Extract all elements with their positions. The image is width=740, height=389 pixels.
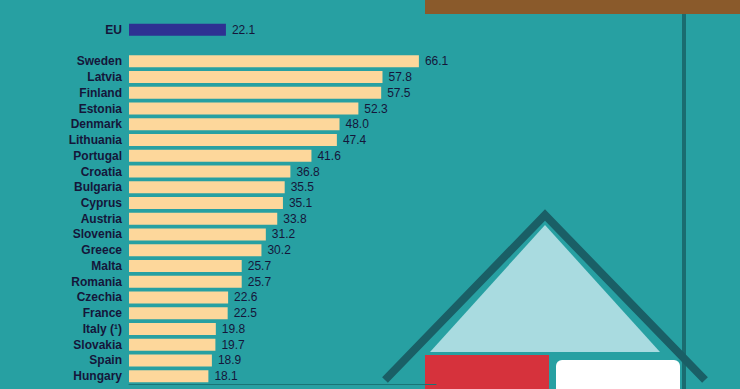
svg-text:22.1: 22.1 bbox=[232, 23, 256, 37]
svg-text:Slovakia: Slovakia bbox=[73, 338, 122, 352]
svg-text:Estonia: Estonia bbox=[79, 102, 123, 116]
svg-text:EU: EU bbox=[105, 23, 122, 37]
svg-text:57.5: 57.5 bbox=[387, 86, 411, 100]
svg-text:31.2: 31.2 bbox=[272, 227, 296, 241]
svg-text:Croatia: Croatia bbox=[81, 165, 123, 179]
svg-text:47.4: 47.4 bbox=[343, 133, 367, 147]
svg-text:Italy (¹): Italy (¹) bbox=[83, 322, 122, 336]
svg-text:France: France bbox=[83, 306, 123, 320]
svg-text:Lithuania: Lithuania bbox=[69, 133, 123, 147]
svg-text:36.8: 36.8 bbox=[296, 165, 320, 179]
svg-text:Sweden: Sweden bbox=[77, 54, 122, 68]
svg-text:18.9: 18.9 bbox=[218, 353, 242, 367]
svg-text:22.5: 22.5 bbox=[234, 306, 258, 320]
svg-text:57.8: 57.8 bbox=[388, 70, 412, 84]
svg-text:33.8: 33.8 bbox=[283, 212, 307, 226]
svg-text:30.2: 30.2 bbox=[267, 243, 291, 257]
svg-text:Finland: Finland bbox=[79, 86, 122, 100]
svg-text:18.1: 18.1 bbox=[214, 369, 238, 383]
svg-text:Denmark: Denmark bbox=[71, 117, 123, 131]
svg-text:Romania: Romania bbox=[71, 275, 122, 289]
svg-text:Portugal: Portugal bbox=[73, 149, 122, 163]
svg-text:Slovenia: Slovenia bbox=[73, 227, 123, 241]
svg-text:Malta: Malta bbox=[91, 259, 122, 273]
svg-text:52.3: 52.3 bbox=[364, 102, 388, 116]
svg-text:Latvia: Latvia bbox=[87, 70, 122, 84]
svg-text:41.6: 41.6 bbox=[317, 149, 341, 163]
svg-text:25.7: 25.7 bbox=[248, 275, 272, 289]
svg-text:Austria: Austria bbox=[81, 212, 123, 226]
svg-text:Greece: Greece bbox=[81, 243, 122, 257]
svg-text:Cyprus: Cyprus bbox=[81, 196, 123, 210]
svg-text:25.7: 25.7 bbox=[248, 259, 272, 273]
svg-text:35.5: 35.5 bbox=[291, 180, 315, 194]
svg-text:Hungary: Hungary bbox=[73, 369, 122, 383]
svg-text:19.7: 19.7 bbox=[221, 338, 245, 352]
svg-text:Czechia: Czechia bbox=[77, 290, 123, 304]
svg-text:35.1: 35.1 bbox=[289, 196, 313, 210]
svg-text:Spain: Spain bbox=[89, 353, 122, 367]
svg-text:Bulgaria: Bulgaria bbox=[74, 180, 122, 194]
svg-text:48.0: 48.0 bbox=[346, 117, 370, 131]
svg-text:19.8: 19.8 bbox=[222, 322, 246, 336]
svg-text:22.6: 22.6 bbox=[234, 290, 258, 304]
svg-text:66.1: 66.1 bbox=[425, 54, 449, 68]
